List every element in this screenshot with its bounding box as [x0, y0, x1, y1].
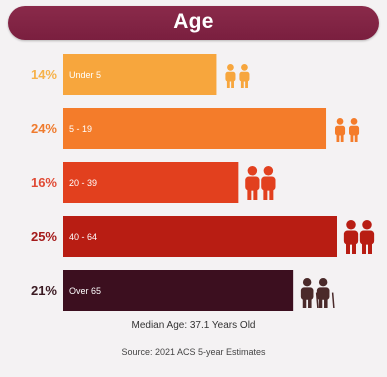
child-pair-icon: [335, 118, 360, 142]
adult-pair-icon: [343, 220, 375, 254]
bar: [63, 54, 217, 95]
source-label: Source: 2021 ACS 5-year Estimates: [121, 347, 266, 357]
category-label: 40 - 64: [69, 232, 97, 242]
median-age-label: Median Age: 37.1 Years Old: [131, 320, 256, 331]
bar: [63, 216, 337, 257]
value-label: 24%: [31, 121, 57, 136]
child-pair-icon: [225, 64, 250, 88]
title-banner: Age: [8, 6, 379, 40]
value-label: 16%: [31, 175, 57, 190]
category-label: 5 - 19: [69, 124, 92, 134]
chart-title: Age: [173, 10, 214, 33]
bar: [63, 270, 294, 311]
bar: [63, 108, 327, 149]
category-label: Over 65: [69, 286, 101, 296]
value-label: 14%: [31, 67, 57, 82]
value-label: 25%: [31, 229, 57, 244]
bar: [63, 162, 239, 203]
value-label: 21%: [31, 283, 57, 298]
adult-pair-icon: [245, 166, 276, 200]
senior-pair-icon: [300, 278, 335, 309]
category-label: 20 - 39: [69, 178, 97, 188]
category-label: Under 5: [69, 70, 101, 80]
